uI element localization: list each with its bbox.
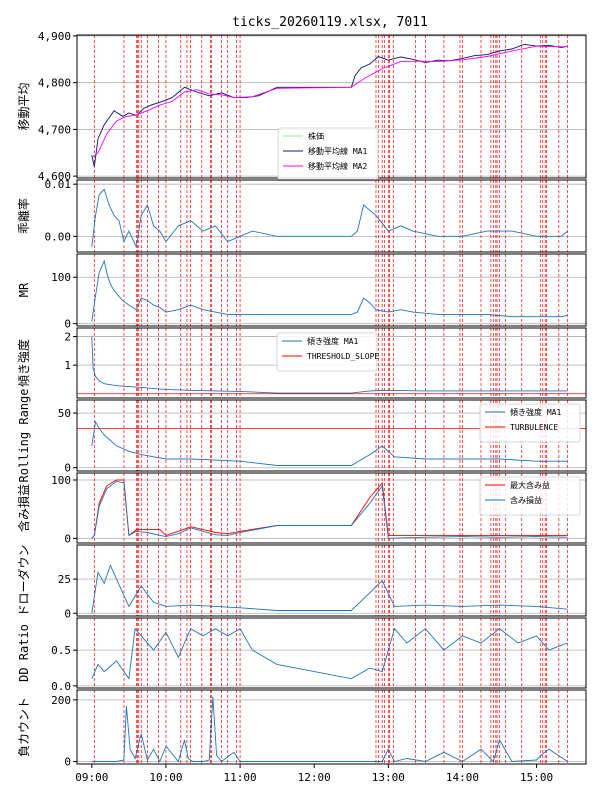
y-axis-label: Rolling Range (17, 389, 31, 483)
legend: 傾き強度 MA1 TURBULENCE (479, 403, 581, 443)
series-line (91, 336, 568, 394)
x-tick-label: 09:00 (75, 771, 108, 784)
axes-frame (76, 327, 587, 399)
legend-box (479, 403, 581, 443)
legend-entry: 株価 (308, 131, 324, 141)
x-tick-label: 12:00 (298, 771, 331, 784)
y-tick-label: 200 (51, 694, 71, 707)
panel-3: 0 100 MR (17, 253, 587, 331)
legend: 傾き強度 MA1 THRESHOLD_SLOPE (276, 332, 379, 372)
panel-8: 0.0 0.5 DD Ratio (17, 617, 587, 693)
series-line (91, 259, 568, 322)
y-tick-label: 0 (64, 462, 71, 475)
legend-entry: TURBULENCE (510, 423, 558, 432)
series-line (91, 480, 568, 539)
y-axis-label: ドローダウン (16, 544, 31, 616)
y-tick-label: 0.00 (45, 230, 72, 243)
y-axis-label: MR (17, 282, 31, 297)
chart-title: ticks_20260119.xlsx, 7011 (232, 15, 428, 30)
x-tick-label: 13:00 (372, 771, 405, 784)
axes-frame (76, 399, 587, 472)
y-tick-label: 0.0 (51, 680, 71, 693)
panel-5: 0 50 Rolling Range 傾き強度 MA1 TURBULENCE (17, 389, 587, 483)
legend-box (479, 476, 581, 516)
series-line (91, 479, 568, 539)
legend-entry: 移動平均線 MA1 (308, 146, 367, 156)
y-tick-label: 0.01 (45, 178, 72, 191)
y-axis-label: 負カウント (17, 697, 31, 757)
y-tick-label: 100 (51, 474, 71, 487)
y-axis-label: 移動平均 (17, 82, 31, 130)
y-axis-label: 乖離率 (16, 198, 31, 234)
x-tick-label: 14:00 (446, 771, 479, 784)
series-line (91, 564, 568, 614)
panel-2: 0.00 0.01 乖離率 (16, 178, 587, 253)
x-tick-label: 15:00 (520, 771, 553, 784)
axes-frame (76, 253, 587, 327)
axes-frame (76, 544, 587, 617)
y-axis-label: DD Ratio (17, 624, 31, 682)
y-tick-label: 4,800 (38, 77, 71, 90)
legend-entry: THRESHOLD_SLOPE (307, 352, 379, 361)
legend-entry: 傾き強度 MA1 (307, 336, 358, 346)
y-tick-label: 4,700 (38, 123, 71, 136)
series-line (91, 188, 568, 249)
axes-frame (76, 689, 587, 765)
y-tick-label: 0 (64, 318, 71, 331)
x-tick-label: 10:00 (149, 771, 182, 784)
series-line (91, 420, 568, 466)
y-tick-label: 50 (58, 407, 71, 420)
axes-frame (76, 472, 587, 544)
panel-7: 0 25 ドローダウン (16, 544, 587, 620)
y-axis-label: 傾き強度 (16, 339, 31, 387)
y-tick-label: 1 (64, 359, 71, 372)
y-axis-label: 含み損益 (16, 484, 31, 532)
legend-box (276, 332, 378, 372)
legend-entry: 最大含み益 (510, 480, 550, 490)
y-tick-label: 0.5 (51, 644, 71, 657)
legend-entry: 移動平均線 MA2 (308, 161, 367, 171)
y-tick-label: 4,900 (38, 30, 71, 43)
legend-entry: 含み損益 (510, 495, 542, 505)
x-tick-label: 11:00 (224, 771, 257, 784)
y-tick-label: 25 (58, 573, 71, 586)
legend-entry: 傾き強度 MA1 (510, 407, 561, 417)
y-tick-label: 0 (64, 532, 71, 545)
y-tick-label: 4,600 (38, 170, 71, 183)
y-tick-label: 0 (64, 756, 71, 769)
y-tick-label: 2 (64, 331, 71, 344)
y-tick-label: 0 (64, 607, 71, 620)
series-line (91, 45, 568, 158)
axes-frame (76, 617, 587, 689)
series-line (91, 627, 568, 680)
panel-4: 1 2 傾き強度 傾き強度 MA1 THRESHOLD_SLOPE (16, 327, 587, 399)
panel-9: 0 200 負カウント (17, 689, 587, 769)
y-tick-label: 100 (51, 271, 71, 284)
series-line (91, 696, 568, 763)
axes-frame (76, 179, 587, 253)
legend-box (277, 127, 379, 182)
